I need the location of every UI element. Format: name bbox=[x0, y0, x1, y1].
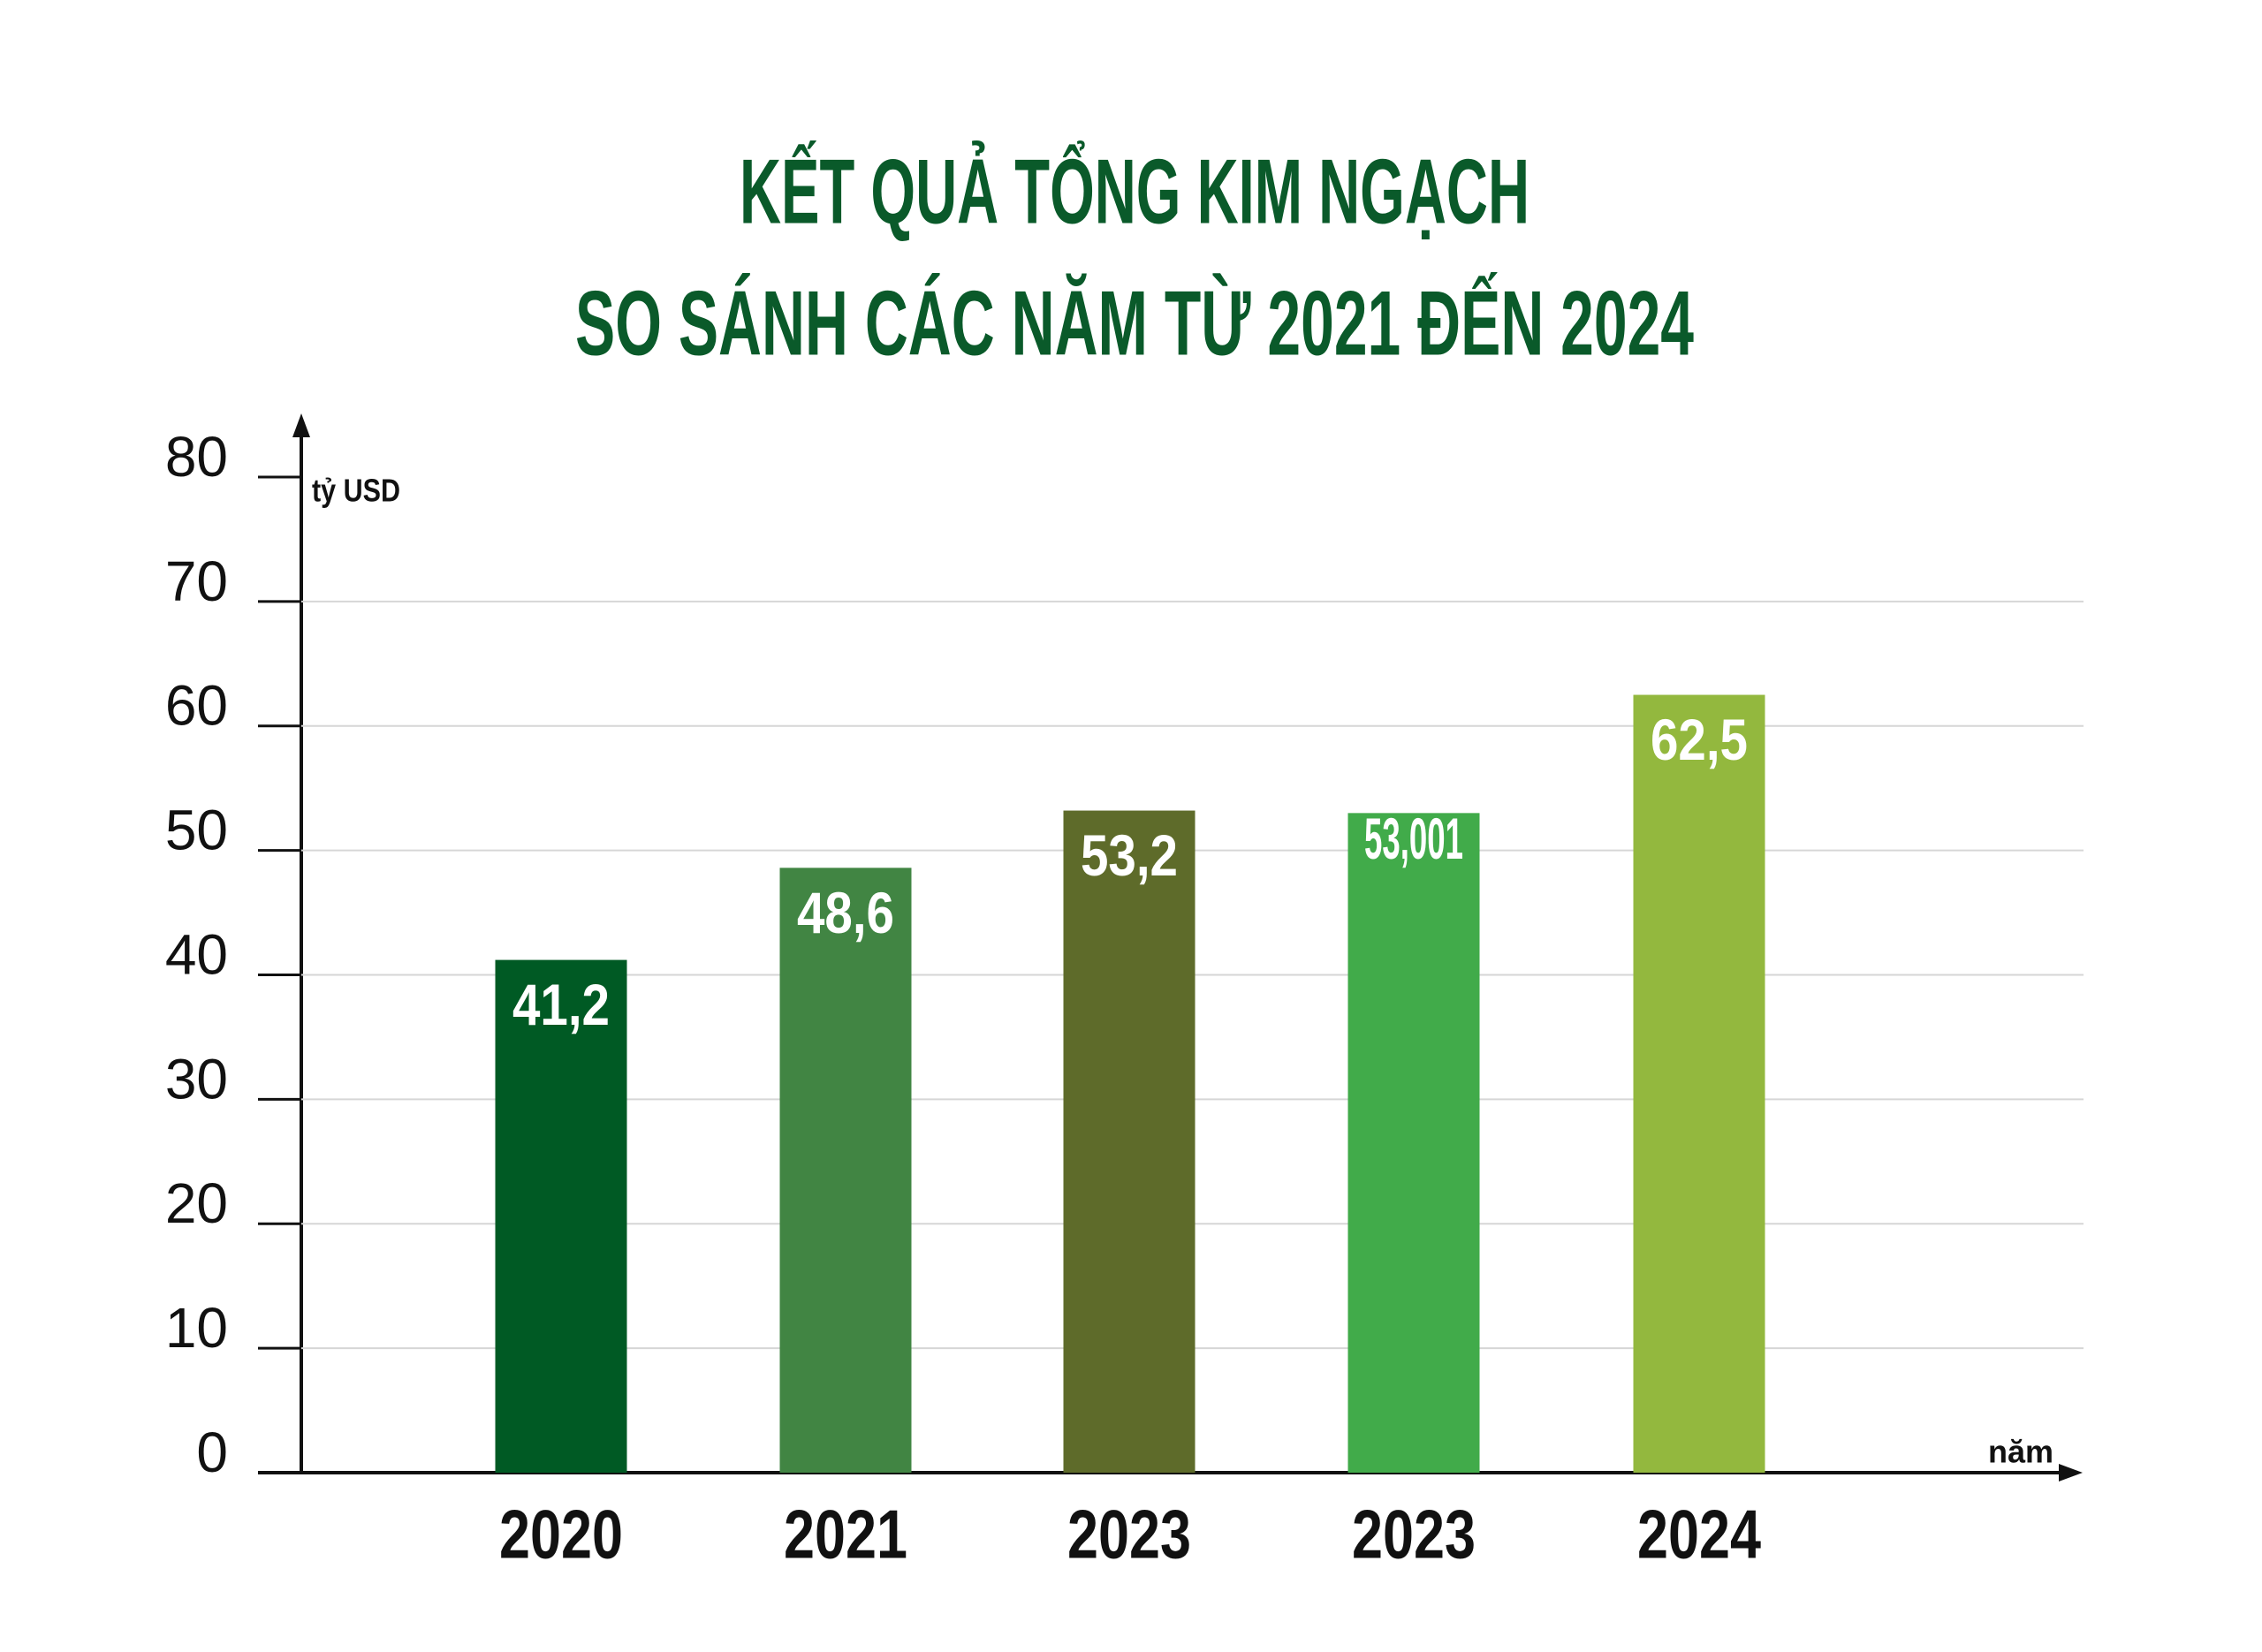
y-tick-label: 70 bbox=[165, 549, 228, 613]
x-tick-label: 2023 bbox=[1067, 1496, 1191, 1573]
chart-title: KẾT QUẢ TỔNG KIM NGẠCH bbox=[740, 140, 1530, 243]
x-tick-label: 2021 bbox=[784, 1496, 907, 1573]
y-tick-label: 80 bbox=[165, 425, 228, 489]
y-tick-label: 20 bbox=[165, 1171, 228, 1235]
x-tick-label: 2020 bbox=[499, 1496, 623, 1573]
y-tick-label: 60 bbox=[165, 674, 228, 738]
y-tick-label: 30 bbox=[165, 1047, 228, 1110]
bar bbox=[779, 868, 912, 1473]
value-label: 53,001 bbox=[1364, 806, 1463, 871]
y-axis-arrow bbox=[292, 413, 310, 437]
y-tick-label: 0 bbox=[196, 1421, 228, 1484]
chart-title: SO SÁNH CÁC NĂM TỪ 2021 ĐẾN 2024 bbox=[575, 272, 1694, 375]
value-label: 41,2 bbox=[512, 972, 610, 1037]
x-tick-label: 2023 bbox=[1352, 1496, 1476, 1573]
bar bbox=[1347, 813, 1480, 1473]
y-axis-label: tỷ USD bbox=[312, 473, 400, 509]
y-tick-label: 40 bbox=[165, 922, 228, 986]
x-tick-label: 2024 bbox=[1637, 1496, 1761, 1573]
bar bbox=[1633, 694, 1765, 1473]
bar bbox=[1063, 810, 1196, 1473]
value-label: 48,6 bbox=[797, 880, 894, 945]
x-axis-label: năm bbox=[1988, 1434, 2053, 1470]
y-tick-label: 50 bbox=[165, 799, 228, 862]
value-label: 62,5 bbox=[1651, 707, 1748, 772]
bar bbox=[495, 959, 627, 1473]
x-axis-arrow bbox=[2059, 1464, 2083, 1481]
y-tick-label: 10 bbox=[165, 1296, 228, 1360]
value-label: 53,2 bbox=[1081, 822, 1178, 888]
